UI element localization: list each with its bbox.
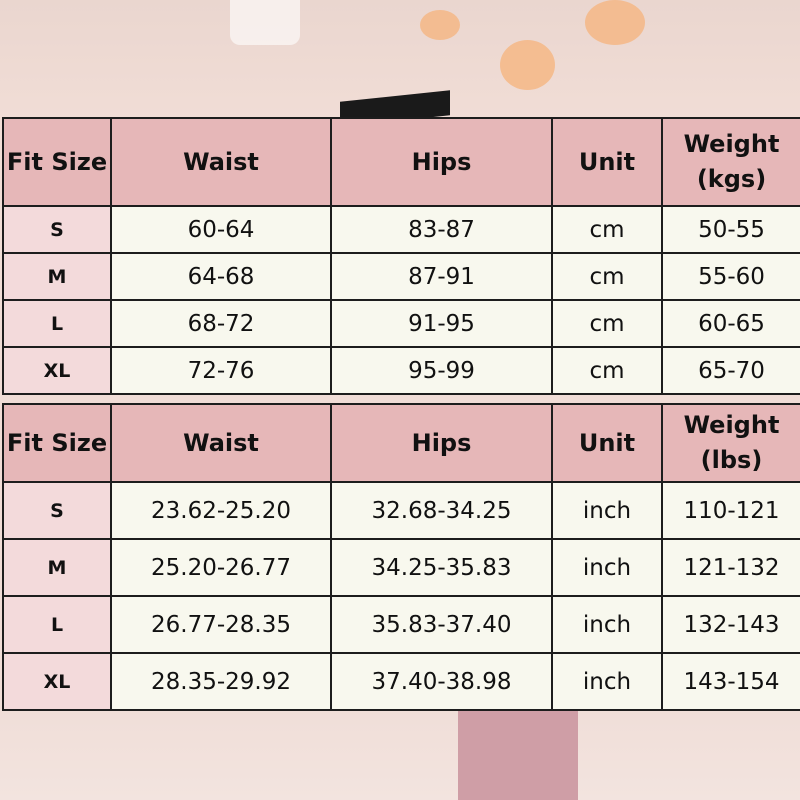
cell-hips: 95-99: [330, 346, 553, 395]
flower-decoration: [500, 40, 555, 90]
cell-unit: inch: [551, 538, 663, 597]
cell-hips: 35.83-37.40: [330, 595, 553, 654]
cell-waist: 28.35-29.92: [110, 652, 332, 711]
cell-unit: inch: [551, 595, 663, 654]
header-waist: Waist: [110, 117, 332, 207]
cell-unit: cm: [551, 346, 663, 395]
cell-unit: cm: [551, 299, 663, 348]
cell-weight: 60-65: [661, 299, 800, 348]
table-row: XL 28.35-29.92 37.40-38.98 inch 143-154: [2, 652, 800, 711]
glass-decoration: [230, 0, 300, 45]
table-row: S 23.62-25.20 32.68-34.25 inch 110-121: [2, 481, 800, 540]
cell-waist: 25.20-26.77: [110, 538, 332, 597]
cell-waist: 26.77-28.35: [110, 595, 332, 654]
cell-hips: 32.68-34.25: [330, 481, 553, 540]
header-hips: Hips: [330, 117, 553, 207]
cell-size: S: [2, 205, 112, 254]
cell-waist: 23.62-25.20: [110, 481, 332, 540]
cell-weight: 121-132: [661, 538, 800, 597]
cell-size: M: [2, 252, 112, 301]
fabric-decoration: [458, 700, 578, 800]
cell-waist: 64-68: [110, 252, 332, 301]
table-row: S 60-64 83-87 cm 50-55: [2, 205, 800, 254]
cell-waist: 60-64: [110, 205, 332, 254]
header-fit-size: Fit Size: [2, 403, 112, 483]
cell-unit: cm: [551, 252, 663, 301]
table-row: L 68-72 91-95 cm 60-65: [2, 299, 800, 348]
header-unit: Unit: [551, 117, 663, 207]
table-row: L 26.77-28.35 35.83-37.40 inch 132-143: [2, 595, 800, 654]
cell-unit: inch: [551, 481, 663, 540]
cell-unit: cm: [551, 205, 663, 254]
header-row: Fit Size Waist Hips Unit Weight (kgs): [2, 117, 800, 207]
flower-decoration: [420, 10, 460, 40]
cell-weight: 132-143: [661, 595, 800, 654]
cell-weight: 55-60: [661, 252, 800, 301]
header-hips: Hips: [330, 403, 553, 483]
header-weight: Weight (lbs): [661, 403, 800, 483]
cell-size: XL: [2, 346, 112, 395]
cell-size: L: [2, 299, 112, 348]
cell-hips: 91-95: [330, 299, 553, 348]
cell-weight: 50-55: [661, 205, 800, 254]
cell-size: XL: [2, 652, 112, 711]
cell-hips: 87-91: [330, 252, 553, 301]
cell-weight: 143-154: [661, 652, 800, 711]
table-row: M 25.20-26.77 34.25-35.83 inch 121-132: [2, 538, 800, 597]
cell-size: S: [2, 481, 112, 540]
cell-waist: 72-76: [110, 346, 332, 395]
cell-size: M: [2, 538, 112, 597]
cell-unit: inch: [551, 652, 663, 711]
cell-waist: 68-72: [110, 299, 332, 348]
table-row: M 64-68 87-91 cm 55-60: [2, 252, 800, 301]
header-row: Fit Size Waist Hips Unit Weight (lbs): [2, 403, 800, 483]
cell-size: L: [2, 595, 112, 654]
header-waist: Waist: [110, 403, 332, 483]
header-fit-size: Fit Size: [2, 117, 112, 207]
cell-hips: 83-87: [330, 205, 553, 254]
header-unit: Unit: [551, 403, 663, 483]
flower-decoration: [585, 0, 645, 45]
cell-hips: 37.40-38.98: [330, 652, 553, 711]
cell-weight: 65-70: [661, 346, 800, 395]
cell-hips: 34.25-35.83: [330, 538, 553, 597]
table-row: XL 72-76 95-99 cm 65-70: [2, 346, 800, 395]
header-weight: Weight (kgs): [661, 117, 800, 207]
cell-weight: 110-121: [661, 481, 800, 540]
